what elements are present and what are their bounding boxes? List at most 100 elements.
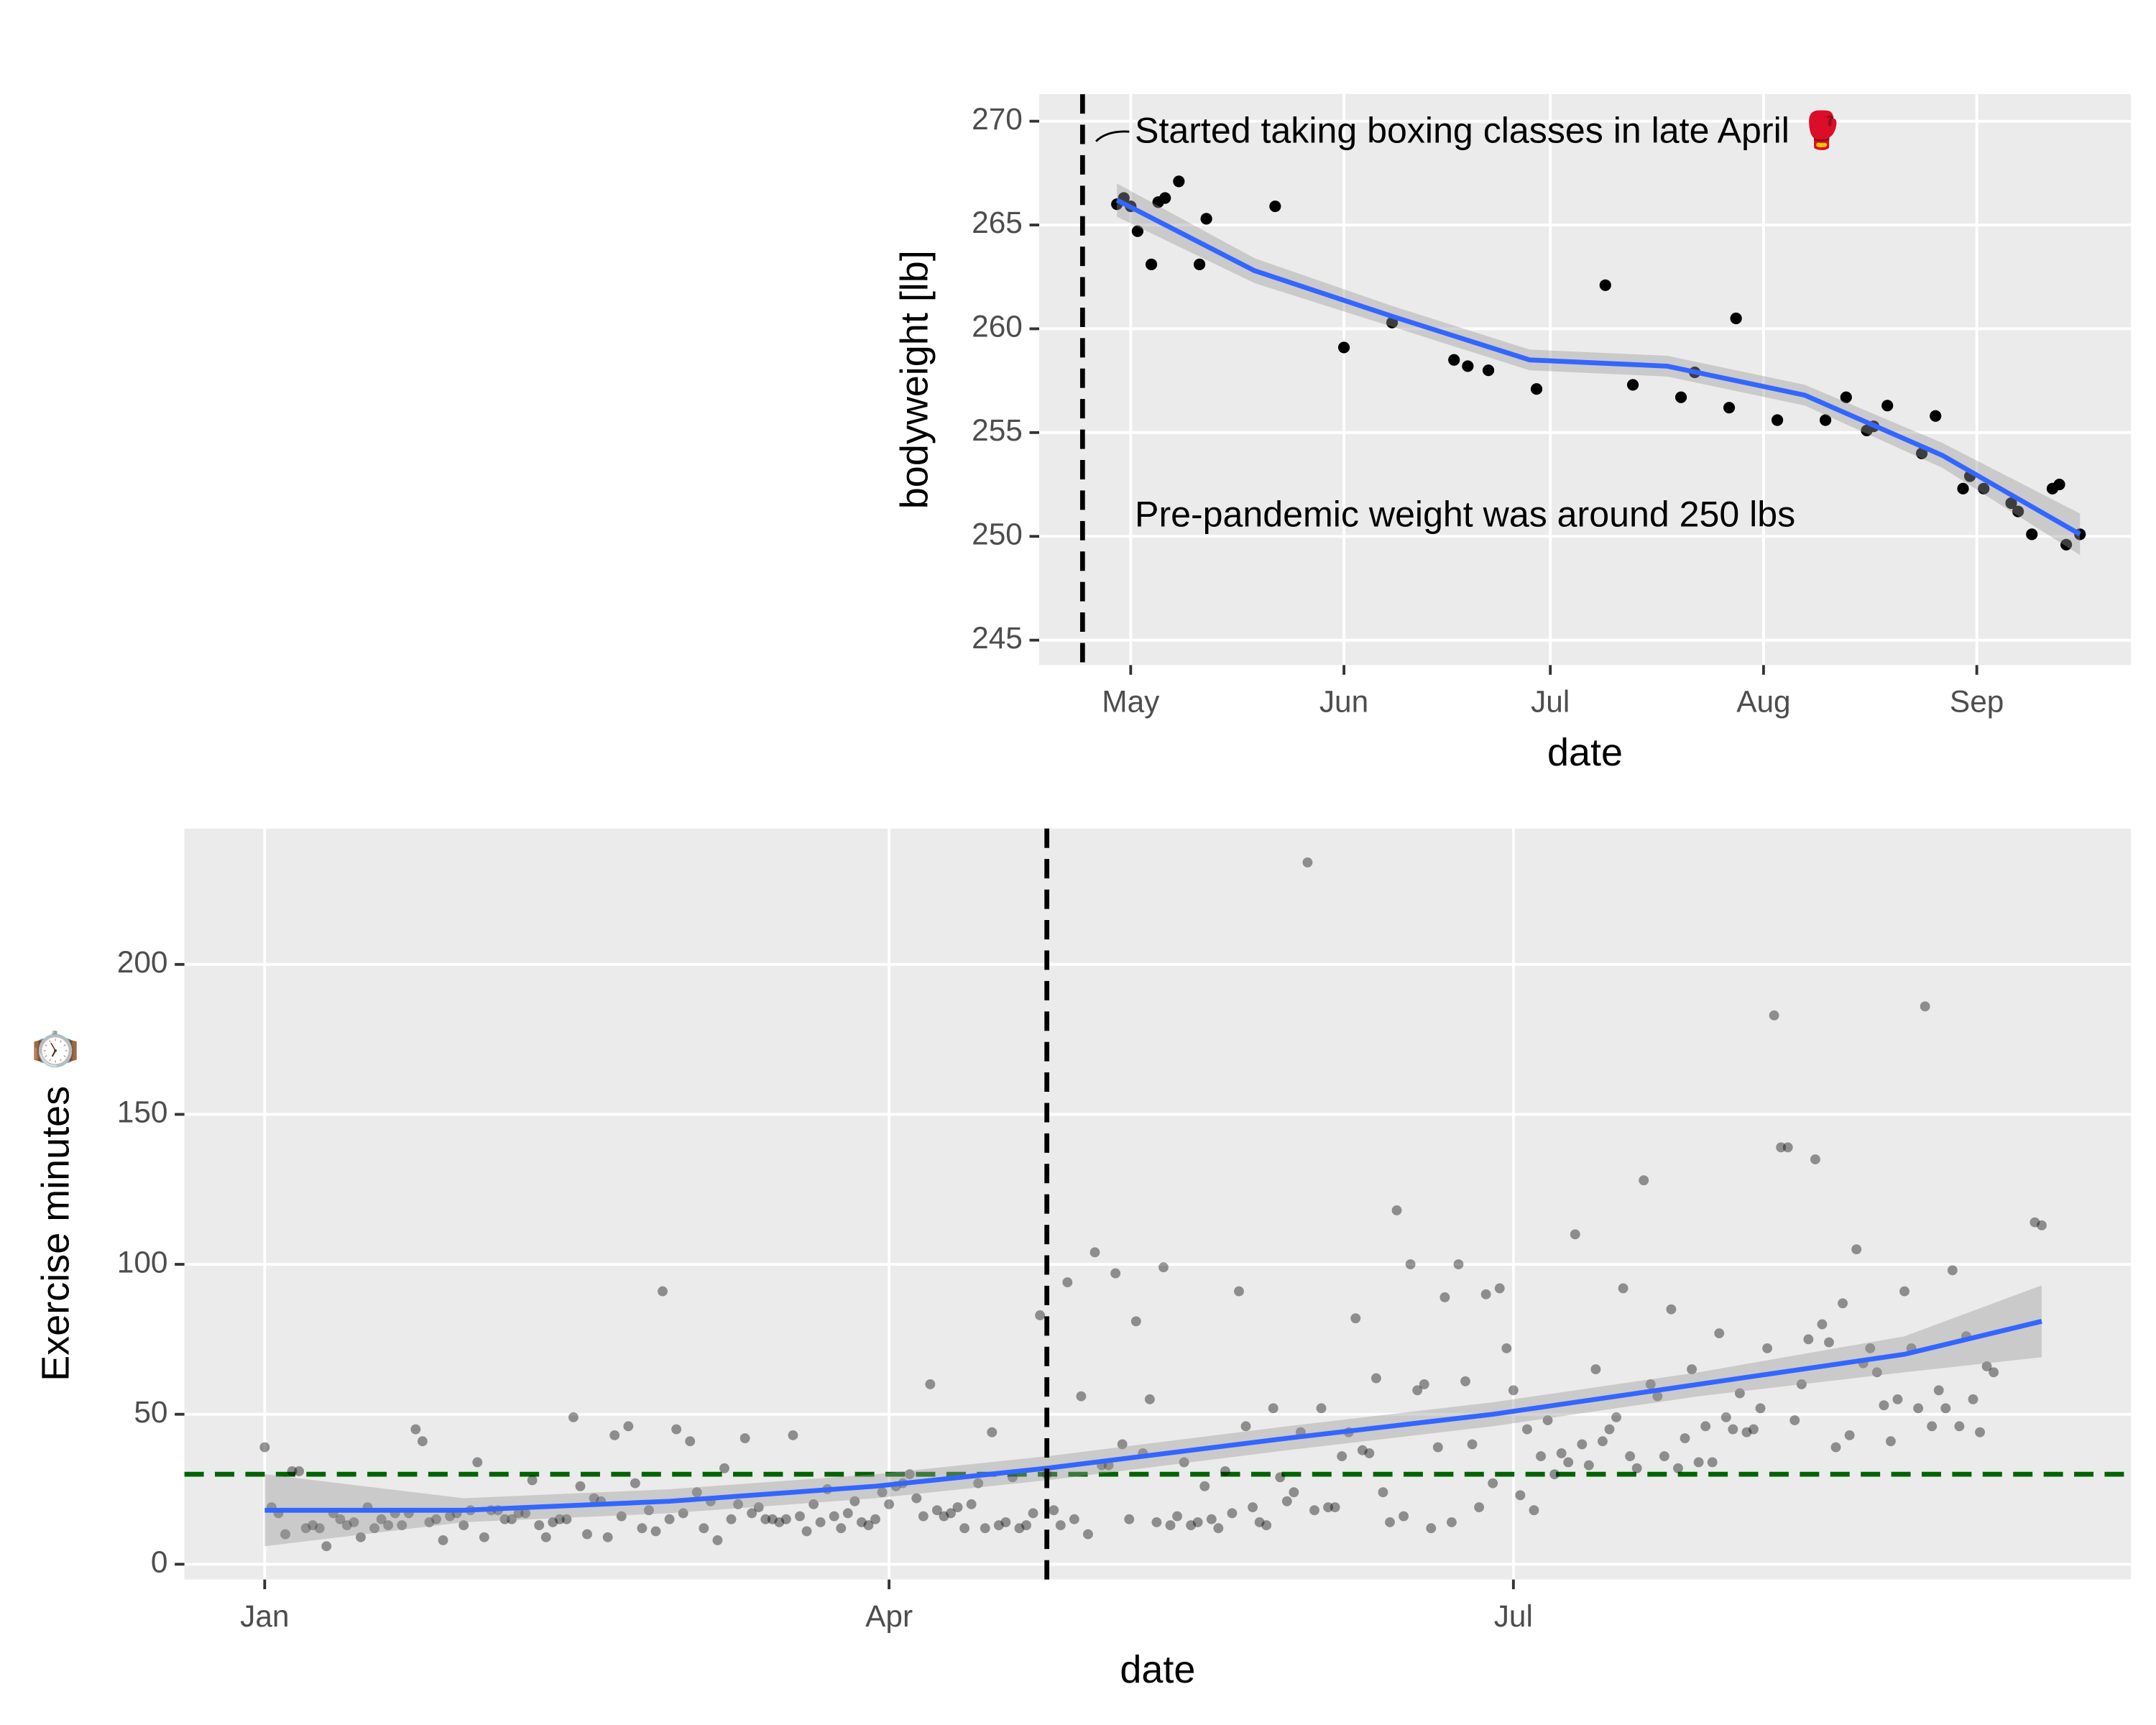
data-point <box>1488 1478 1498 1489</box>
data-point <box>1618 1283 1628 1294</box>
data-point <box>507 1514 517 1524</box>
data-point <box>678 1508 688 1519</box>
data-point <box>1885 1436 1896 1447</box>
data-point <box>616 1511 627 1522</box>
data-point <box>472 1457 483 1468</box>
data-point <box>1631 1463 1642 1473</box>
data-point <box>2026 528 2038 540</box>
data-point <box>918 1511 929 1522</box>
data-point <box>1817 1319 1828 1330</box>
data-point <box>1165 1520 1176 1531</box>
data-point <box>1687 1364 1697 1375</box>
data-point <box>1275 1472 1286 1483</box>
data-point <box>1261 1520 1272 1531</box>
data-point <box>1549 1469 1560 1480</box>
data-point <box>1968 1394 1978 1404</box>
data-point <box>1062 1277 1073 1288</box>
smooth-line <box>264 1319 2042 1513</box>
data-point <box>1954 1421 1965 1432</box>
data-point <box>1851 1244 1862 1255</box>
data-point <box>1035 1310 1046 1320</box>
data-point <box>1508 1385 1519 1396</box>
data-point <box>1220 1466 1230 1476</box>
data-point <box>417 1436 428 1447</box>
data-point <box>1892 1394 1903 1404</box>
data-point <box>1771 414 1784 426</box>
data-point <box>259 1442 270 1453</box>
data-point <box>1453 1259 1464 1269</box>
data-point <box>1316 1403 1327 1414</box>
data-point <box>554 1514 565 1524</box>
data-point <box>1714 1328 1725 1338</box>
data-point <box>1213 1523 1224 1534</box>
data-point <box>335 1514 346 1524</box>
data-point <box>1426 1523 1437 1534</box>
data-point <box>753 1502 764 1512</box>
data-point <box>1570 1229 1580 1240</box>
data-point <box>1838 1298 1848 1309</box>
data-point <box>1583 1460 1594 1471</box>
data-point <box>308 1520 318 1531</box>
data-point <box>1515 1490 1526 1501</box>
data-point <box>630 1478 640 1489</box>
y-tick-label: 50 <box>134 1395 167 1429</box>
data-point <box>1556 1448 1567 1458</box>
data-point <box>561 1514 572 1524</box>
x-tick-label: Apr <box>865 1599 913 1633</box>
x-tick-label: Aug <box>1736 684 1790 718</box>
data-point <box>1364 1448 1375 1458</box>
y-tick-label: 245 <box>972 621 1023 655</box>
data-point <box>527 1475 538 1486</box>
data-point <box>1639 1175 1649 1186</box>
data-point <box>658 1286 668 1297</box>
data-point <box>1186 1520 1197 1531</box>
data-point <box>836 1523 847 1534</box>
data-point <box>1659 1451 1669 1462</box>
data-point <box>1357 1445 1368 1455</box>
data-point <box>1981 1361 1992 1371</box>
data-point <box>376 1514 387 1524</box>
data-point <box>383 1520 394 1531</box>
data-point <box>1844 1430 1855 1440</box>
x-tick-label: May <box>1102 684 1160 718</box>
data-point <box>1824 1337 1834 1348</box>
data-point <box>459 1520 469 1531</box>
data-point <box>760 1514 771 1524</box>
data-point <box>1439 1292 1450 1302</box>
data-point <box>733 1499 743 1509</box>
smooth-line <box>1115 198 2081 537</box>
x-axis-title: date <box>1547 731 1623 774</box>
data-point <box>1370 1373 1381 1384</box>
data-point <box>685 1436 696 1447</box>
data-point <box>1865 1343 1876 1353</box>
data-point <box>568 1412 579 1422</box>
y-tick-label: 250 <box>972 517 1023 551</box>
data-point <box>1673 1463 1683 1473</box>
data-point <box>1840 391 1852 403</box>
data-point <box>1989 1367 1999 1378</box>
confidence-band <box>264 1285 2042 1547</box>
data-point <box>1419 1379 1429 1389</box>
data-point <box>1234 1286 1244 1297</box>
x-tick-label: Jul <box>1531 684 1570 718</box>
data-point <box>1975 1427 1985 1438</box>
data-point <box>1755 1403 1766 1414</box>
x-axis-title: date <box>1120 1648 1195 1691</box>
data-point <box>349 1517 359 1527</box>
data-point <box>1192 1517 1203 1527</box>
data-point <box>1405 1259 1416 1269</box>
data-point <box>1462 360 1474 372</box>
data-point <box>1796 1379 1807 1389</box>
data-point <box>2060 538 2073 551</box>
data-point <box>1927 1421 1938 1432</box>
data-point <box>1530 383 1543 395</box>
y-axis-title: bodyweight [lb] <box>893 250 936 509</box>
data-point <box>575 1481 586 1491</box>
data-point <box>431 1514 441 1524</box>
data-point <box>870 1514 880 1524</box>
data-point <box>1577 1439 1588 1450</box>
data-point <box>1076 1391 1087 1402</box>
data-point <box>1227 1508 1238 1519</box>
data-point <box>1626 379 1639 391</box>
data-point <box>1940 1403 1951 1414</box>
